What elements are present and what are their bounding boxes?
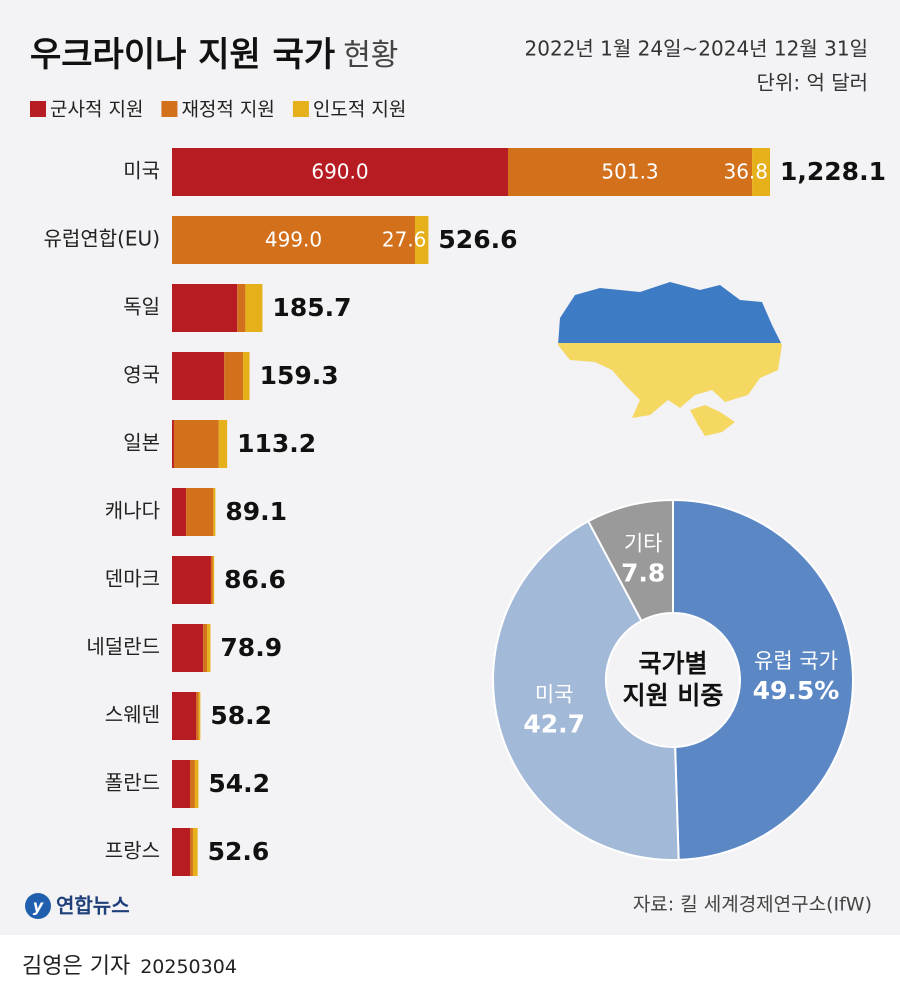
reporter: 김영은 기자 20250304 (22, 954, 237, 979)
donut-segment (672, 498, 854, 861)
bar-segment (172, 692, 197, 740)
bar-segment (173, 420, 219, 468)
legend-swatch (161, 101, 178, 117)
source: 자료: 킬 세계경제연구소(IfW) (633, 894, 872, 916)
bar-segment (507, 148, 753, 196)
total-label: 78.9 (220, 633, 282, 662)
total-label: 526.6 (438, 225, 517, 254)
bar-segment (198, 692, 201, 740)
total-label: 58.2 (210, 701, 272, 730)
total-label: 1,228.1 (780, 157, 886, 186)
bar-segment (194, 760, 199, 808)
bar-segment (207, 624, 211, 672)
bar-segment (752, 148, 770, 196)
category-label: 덴마크 (105, 567, 160, 591)
segment-name: 기타 (624, 532, 663, 556)
category-label: 프랑스 (105, 839, 160, 863)
segment-value: 49.5% (753, 676, 840, 705)
bar-segment (192, 828, 198, 876)
total-label: 159.3 (260, 361, 339, 390)
legend-swatch (30, 101, 46, 117)
bar-segment (172, 760, 191, 808)
legend-label: 군사적 지원 (50, 99, 143, 121)
category-label: 유럽연합(EU) (44, 227, 160, 251)
legend-label: 재정적 지원 (181, 99, 274, 121)
segment-value: 42.7 (523, 710, 585, 739)
bar-segment (186, 488, 214, 536)
category-label: 캐나다 (105, 499, 160, 523)
bar-segment (212, 556, 215, 604)
value-label: 36.8 (723, 160, 768, 184)
bar-segment (172, 488, 187, 536)
total-label: 89.1 (225, 497, 287, 526)
byline-strip (0, 935, 900, 995)
bar-segment (172, 216, 415, 264)
total-label: 185.7 (272, 293, 351, 322)
bar-segment (172, 148, 508, 196)
bar-segment (190, 828, 193, 876)
value-label: 690.0 (311, 160, 368, 184)
segment-value: 7.8 (621, 559, 665, 588)
bar-segment (245, 284, 263, 332)
category-label: 네덜란드 (86, 635, 160, 659)
bar-segment (210, 556, 213, 604)
segment-name: 유럽 국가 (754, 649, 838, 673)
total-label: 113.2 (237, 429, 316, 458)
bar-segment (196, 692, 199, 740)
donut-segment (492, 519, 680, 861)
total-label: 86.6 (224, 565, 286, 594)
bar-segment (172, 352, 225, 400)
period: 2022년 1월 24일~2024년 12월 31일 (525, 37, 868, 61)
total-label: 52.6 (208, 837, 270, 866)
ukraine-map (558, 282, 782, 436)
category-label: 폴란드 (105, 771, 160, 795)
value-label: 501.3 (601, 160, 658, 184)
legend-label: 인도적 지원 (313, 99, 406, 121)
unit: 단위: 억 달러 (757, 71, 868, 95)
bar-segment (203, 624, 208, 672)
bar-segment (218, 420, 228, 468)
center-title: 지원 비중 (623, 681, 724, 710)
bar-segment (172, 284, 238, 332)
value-label: 27.6 (382, 228, 427, 252)
category-label: 독일 (123, 295, 160, 319)
category-label: 일본 (123, 431, 160, 455)
logo-text: 연합뉴스 (56, 894, 130, 918)
bar-segment (172, 624, 204, 672)
bar-segment (213, 488, 216, 536)
bar-segment (172, 420, 174, 468)
total-label: 54.2 (208, 769, 270, 798)
category-label: 영국 (123, 363, 160, 387)
bar-segment (190, 760, 195, 808)
bar-segment (224, 352, 244, 400)
donut-segment (586, 498, 674, 623)
value-label: 499.0 (265, 228, 322, 252)
category-label: 미국 (123, 159, 160, 183)
bar-segment (237, 284, 246, 332)
bar-segment (172, 556, 211, 604)
bar-segment (243, 352, 250, 400)
legend-swatch (292, 101, 309, 117)
bar-segment (414, 216, 429, 264)
segment-name: 미국 (535, 683, 574, 707)
center-title: 국가별 (638, 649, 707, 678)
svg-text:y: y (33, 897, 44, 916)
category-label: 스웨덴 (105, 703, 160, 727)
logo: y 연합뉴스 (25, 893, 130, 919)
bar-segment (172, 828, 191, 876)
title: 우크라이나 지원 국가 현황 (30, 35, 398, 75)
